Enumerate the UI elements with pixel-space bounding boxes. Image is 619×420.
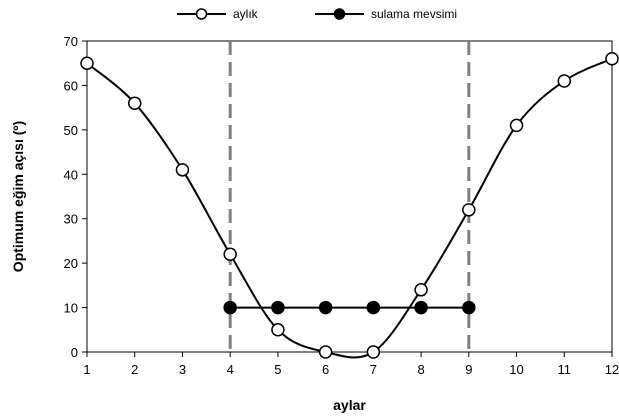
legend-marker	[333, 8, 346, 20]
reference-lines	[228, 41, 471, 352]
data-point-aylik	[605, 52, 619, 66]
data-point-aylik	[557, 74, 572, 88]
data-point-sulama-mevsimi	[223, 300, 237, 315]
legend-marker	[195, 8, 208, 20]
data-point-sulama-mevsimi	[318, 300, 333, 315]
x-tick-label: 11	[558, 362, 572, 377]
data-point-sulama-mevsimi	[271, 300, 285, 315]
x-tick-label: 8	[417, 362, 424, 377]
data-point-aylik	[366, 345, 381, 359]
y-tick-label: 50	[64, 123, 78, 138]
series-layer	[80, 52, 619, 359]
x-axis-title: aylar	[333, 397, 366, 413]
data-point-sulama-mevsimi	[414, 300, 428, 315]
y-tick-label: 20	[64, 256, 78, 271]
x-tick-label: 1	[83, 362, 90, 377]
x-tick-label: 7	[370, 362, 377, 377]
y-tick-label: 0	[71, 345, 78, 360]
y-tick-label: 30	[64, 212, 78, 227]
data-point-aylik	[271, 323, 285, 337]
y-tick-label: 60	[64, 78, 78, 93]
x-tick-label: 10	[509, 362, 523, 377]
y-tick-label: 10	[64, 301, 78, 316]
x-tick-label: 2	[131, 362, 138, 377]
legend-label: aylık	[233, 7, 259, 21]
x-tick-label: 4	[227, 362, 234, 377]
y-axis: 0 10 20 30 40 50 60 70	[64, 34, 87, 360]
series-line-aylik	[86, 57, 613, 359]
legend-label: sulama mevsimi	[371, 7, 457, 21]
x-tick-label: 5	[274, 362, 281, 377]
x-tick-label: 9	[465, 362, 472, 377]
data-point-aylik	[175, 163, 190, 177]
x-tick-label: 12	[605, 362, 619, 377]
x-axis: 1 2 3 4 5 6 7 8 9 10 11 12	[83, 352, 619, 377]
y-axis-title: Optimum eğim açısı (º)	[10, 121, 26, 272]
plot-area-frame	[86, 40, 613, 353]
y-tick-label: 40	[64, 167, 78, 182]
data-point-aylik	[80, 56, 94, 70]
legend: aylık sulama mevsimi	[177, 7, 457, 21]
data-point-aylik	[414, 283, 428, 297]
data-point-aylik	[509, 118, 524, 133]
x-tick-label: 3	[179, 362, 186, 377]
data-point-sulama-mevsimi	[462, 300, 476, 315]
data-point-aylik	[318, 345, 333, 359]
data-point-sulama-mevsimi	[366, 300, 381, 315]
data-point-aylik	[223, 247, 237, 262]
y-tick-label: 70	[64, 34, 78, 49]
x-tick-label: 6	[322, 362, 329, 377]
data-point-aylik	[462, 203, 476, 217]
data-point-aylik	[127, 96, 142, 110]
